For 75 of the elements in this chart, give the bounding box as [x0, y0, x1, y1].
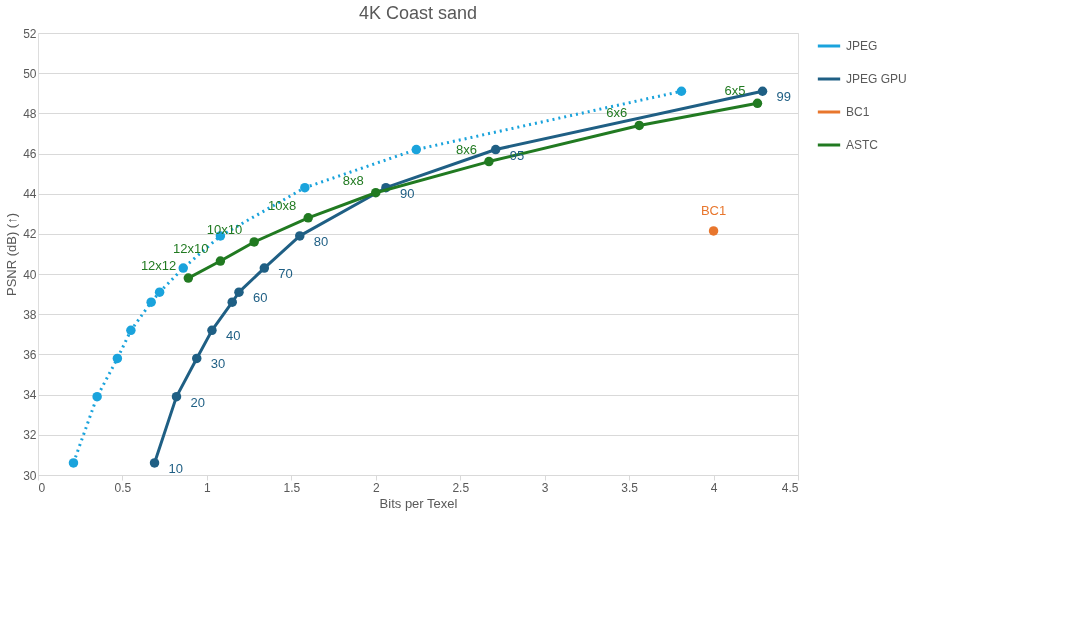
annotation: 12x12 [140, 258, 177, 274]
point [146, 297, 156, 307]
legend-label: BC1 [846, 105, 870, 119]
y-tick-label: 36 [23, 347, 37, 362]
annotation: 8x6 [455, 141, 477, 157]
y-tick-label: 34 [23, 388, 37, 403]
point [295, 231, 305, 241]
annotation: 6x5 [724, 83, 746, 99]
legend-label: ASTC [846, 138, 879, 152]
point [207, 325, 217, 336]
point [154, 287, 165, 297]
point [149, 458, 160, 468]
legend-label: JPEG GPU [846, 72, 907, 86]
point [490, 144, 501, 155]
y-tick-label: 32 [23, 428, 37, 443]
x-tick-label: 1 [204, 480, 212, 495]
point [178, 263, 188, 273]
point [171, 391, 182, 402]
y-tick-label: 50 [23, 66, 37, 81]
annotation: 99 [776, 89, 791, 105]
y-tick-label: 38 [23, 307, 37, 322]
annotation: 70 [278, 266, 293, 282]
chart-title: 4K Coast sand [358, 3, 478, 23]
point [303, 213, 313, 223]
y-axis-title: PSNR (dB) (↑) [4, 212, 20, 297]
y-tick-label: 30 [23, 468, 37, 483]
point [249, 237, 259, 247]
annotation: 10 [168, 460, 183, 476]
x-tick-label: 2.5 [452, 480, 470, 495]
annotation: 6x6 [606, 105, 628, 121]
point [708, 226, 719, 236]
point [757, 86, 768, 96]
annotation: BC1 [700, 202, 727, 218]
point [112, 353, 123, 364]
point [634, 120, 644, 131]
x-tick-label: 3.5 [621, 480, 639, 495]
point [300, 182, 310, 193]
x-tick-label: 4.5 [781, 480, 799, 495]
y-tick-label: 42 [23, 227, 37, 242]
y-tick-label: 44 [23, 187, 37, 202]
y-tick-label: 40 [23, 267, 37, 282]
y-tick-label: 48 [23, 106, 37, 121]
point [411, 144, 422, 155]
point [192, 353, 202, 364]
point [215, 256, 226, 266]
point [227, 297, 237, 307]
annotation: 8x8 [342, 172, 364, 188]
annotation: 60 [252, 290, 268, 306]
point [183, 273, 194, 283]
point [676, 86, 687, 96]
x-tick-label: 4 [710, 480, 718, 495]
annotation: 80 [313, 233, 329, 249]
x-tick-label: 1.5 [283, 480, 301, 495]
point [126, 325, 136, 336]
point [371, 187, 381, 198]
annotation: 30 [210, 356, 226, 372]
point [259, 263, 270, 273]
point [92, 391, 102, 402]
legend-label: JPEG [846, 39, 878, 53]
x-tick-label: 2 [372, 480, 380, 495]
x-tick-label: 0 [38, 480, 46, 495]
annotation: 12x10 [172, 241, 209, 257]
x-axis-title: Bits per Texel [379, 495, 458, 511]
x-tick-label: 3 [541, 480, 549, 495]
y-tick-label: 46 [23, 147, 37, 162]
point [752, 98, 763, 109]
point [484, 156, 494, 167]
point [68, 458, 79, 468]
point [234, 287, 244, 297]
x-tick-label: 0.5 [114, 480, 132, 495]
annotation: 20 [190, 394, 205, 410]
annotation: 40 [225, 328, 241, 344]
y-tick-label: 52 [23, 26, 37, 41]
annotation: 10x8 [268, 197, 297, 213]
annotation: 90 [399, 185, 415, 201]
